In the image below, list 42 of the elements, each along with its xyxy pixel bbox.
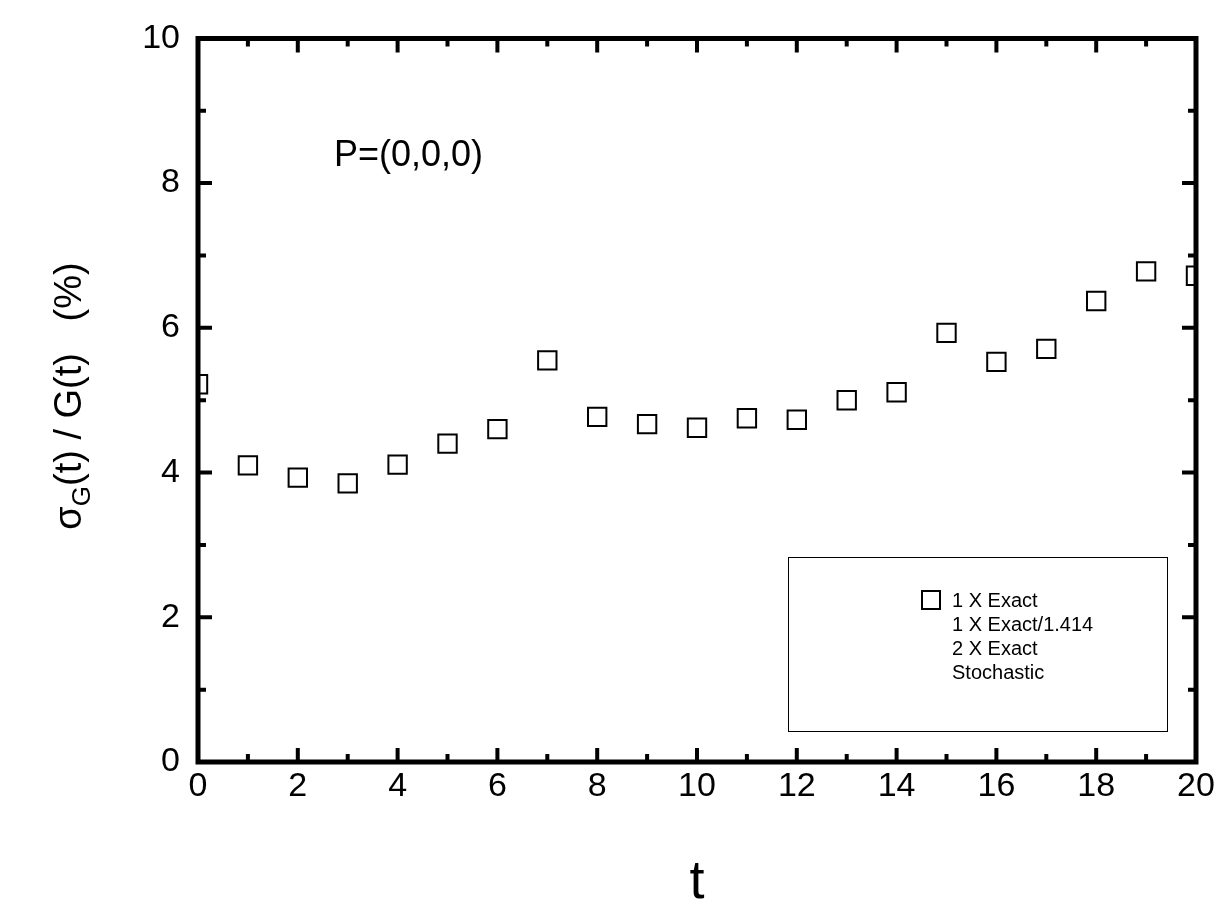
point (387, 454, 408, 475)
point (237, 455, 259, 476)
point (287, 467, 308, 488)
x-tick-label: 8 (587, 764, 607, 803)
point (337, 473, 358, 494)
x-tick-label: 12 (777, 764, 816, 803)
x-tick-label: 16 (977, 764, 1016, 803)
point (1086, 290, 1107, 312)
x-tick-label: 6 (487, 764, 507, 803)
legend-label: 2 X Exact (952, 636, 1038, 660)
x-tick-label: 18 (1077, 764, 1116, 803)
x-axis-title: t (689, 849, 705, 910)
point (936, 322, 957, 344)
point (487, 418, 508, 440)
point (1036, 338, 1057, 360)
point (836, 390, 857, 411)
y-tick-label: 0 (161, 740, 180, 779)
point (636, 413, 658, 435)
y-tick-label: 10 (142, 16, 180, 55)
y-tick-label: 4 (161, 450, 180, 489)
point (537, 350, 558, 371)
x-tick-label: 10 (678, 764, 716, 803)
point (786, 409, 807, 430)
legend-label: Stochastic (952, 660, 1045, 684)
legend-label: 1 X Exact (952, 588, 1038, 612)
y-tick-label: 6 (161, 306, 180, 345)
x-tick-label: 14 (877, 764, 916, 803)
annotation: P=(0,0,0) (334, 133, 484, 175)
x-tick-label: 4 (388, 764, 408, 803)
y-tick-label: 2 (161, 595, 180, 634)
point (587, 406, 608, 428)
point (736, 408, 758, 429)
y-tick-label: 8 (161, 161, 180, 200)
point (437, 433, 458, 454)
point (986, 351, 1007, 373)
point (886, 382, 907, 403)
x-tick-label: 0 (188, 764, 208, 803)
x-tick-label: 2 (288, 764, 308, 803)
point (686, 417, 708, 438)
point (1135, 261, 1157, 282)
x-tick-label: 20 (1177, 764, 1215, 803)
legend-label: 1 X Exact/1.414 (952, 612, 1094, 636)
